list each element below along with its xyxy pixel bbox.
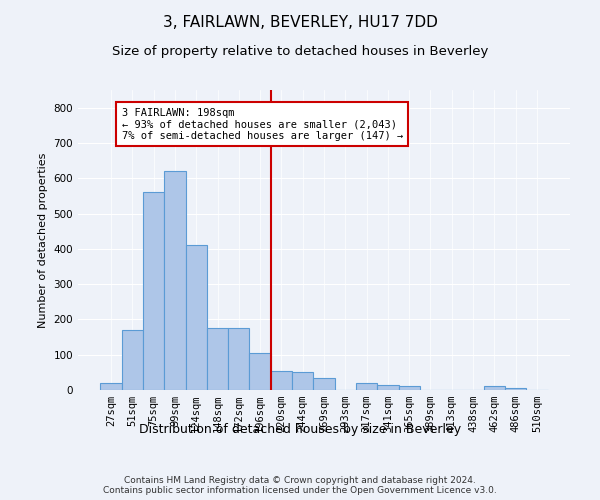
- Text: Distribution of detached houses by size in Beverley: Distribution of detached houses by size …: [139, 422, 461, 436]
- Bar: [164, 171, 185, 390]
- Bar: [356, 383, 377, 390]
- Bar: [250, 353, 271, 390]
- Bar: [122, 330, 143, 390]
- Text: Size of property relative to detached houses in Beverley: Size of property relative to detached ho…: [112, 45, 488, 58]
- Bar: [313, 378, 335, 390]
- Text: Contains HM Land Registry data © Crown copyright and database right 2024.
Contai: Contains HM Land Registry data © Crown c…: [103, 476, 497, 495]
- Bar: [207, 328, 228, 390]
- Bar: [271, 370, 292, 390]
- Bar: [100, 383, 122, 390]
- Bar: [228, 328, 250, 390]
- Bar: [377, 384, 398, 390]
- Bar: [484, 386, 505, 390]
- Y-axis label: Number of detached properties: Number of detached properties: [38, 152, 48, 328]
- Bar: [185, 246, 207, 390]
- Bar: [505, 388, 526, 390]
- Bar: [398, 386, 420, 390]
- Bar: [143, 192, 164, 390]
- Text: 3, FAIRLAWN, BEVERLEY, HU17 7DD: 3, FAIRLAWN, BEVERLEY, HU17 7DD: [163, 15, 437, 30]
- Bar: [292, 372, 313, 390]
- Text: 3 FAIRLAWN: 198sqm
← 93% of detached houses are smaller (2,043)
7% of semi-detac: 3 FAIRLAWN: 198sqm ← 93% of detached hou…: [122, 108, 403, 141]
